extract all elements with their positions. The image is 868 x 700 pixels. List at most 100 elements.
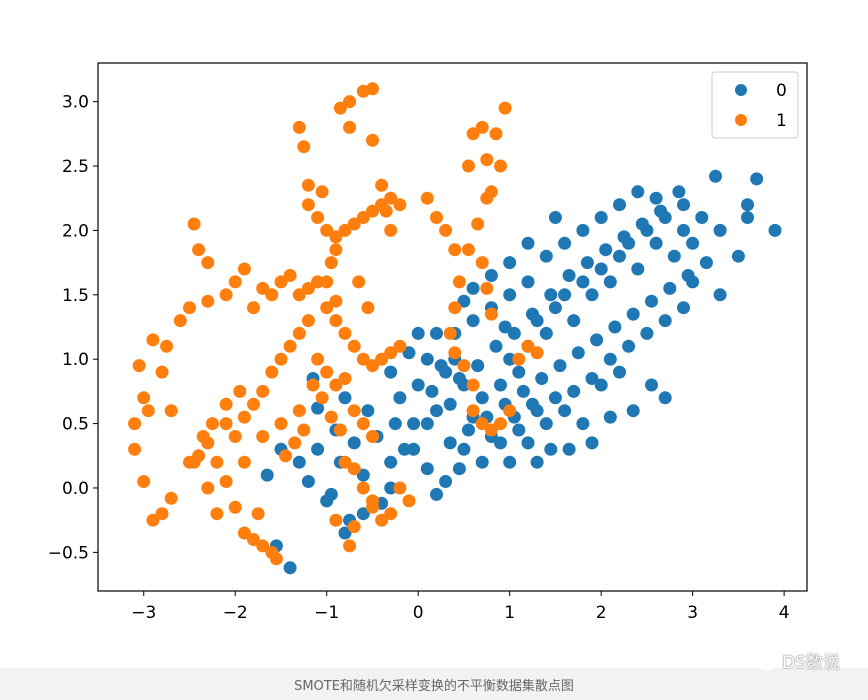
point-series-1-155 — [329, 243, 343, 257]
point-series-1-38 — [237, 526, 251, 540]
point-series-1-104 — [457, 359, 471, 373]
y-tick-label-7: 3.0 — [62, 93, 89, 113]
point-series-1-16 — [210, 455, 224, 469]
wechat-icon — [750, 650, 776, 670]
point-series-0-2 — [338, 526, 352, 540]
point-series-1-62 — [320, 301, 334, 315]
point-series-1-78 — [320, 223, 334, 237]
point-series-0-41 — [585, 288, 599, 302]
point-series-1-150 — [196, 430, 210, 443]
point-series-0-111 — [553, 359, 567, 373]
point-series-1-126 — [530, 346, 544, 360]
point-series-0-156 — [585, 436, 599, 450]
point-series-1-0 — [128, 417, 142, 431]
point-series-1-144 — [279, 449, 292, 463]
point-series-0-10 — [311, 401, 325, 415]
scatter-figure: −3 −2 −1 0 1 2 3 4 −0.5 0.0 0.5 1.0 1.5 2.0 2.5 3.0 0 … — [47, 62, 808, 623]
point-series-0-6 — [356, 468, 370, 482]
y-tick-label-5: 2.0 — [62, 221, 89, 241]
point-series-1-96 — [420, 191, 434, 205]
point-series-0-97 — [576, 417, 590, 431]
point-series-0-116 — [645, 294, 658, 308]
point-series-1-67 — [366, 359, 379, 373]
point-series-1-42 — [269, 552, 283, 566]
point-series-0-23 — [420, 352, 434, 366]
point-series-1-123 — [480, 281, 494, 295]
point-series-1-17 — [201, 481, 215, 495]
point-series-1-30 — [301, 314, 315, 328]
point-series-1-1 — [132, 359, 146, 373]
point-series-0-135 — [457, 294, 471, 308]
point-series-0-109 — [516, 384, 530, 398]
point-series-1-9 — [137, 475, 151, 488]
point-series-0-133 — [484, 269, 498, 282]
point-series-0-24 — [393, 391, 407, 405]
point-series-1-57 — [274, 275, 288, 289]
point-series-1-39 — [247, 533, 260, 546]
axes-frame — [97, 62, 808, 592]
point-series-0-63 — [677, 198, 690, 212]
point-series-1-12 — [164, 491, 178, 505]
point-series-0-159 — [530, 455, 544, 469]
point-series-1-109 — [494, 417, 507, 431]
point-series-1-82 — [356, 211, 370, 224]
point-series-0-51 — [677, 223, 690, 237]
point-series-0-128 — [654, 204, 668, 218]
point-series-1-147 — [233, 384, 247, 398]
point-series-1-44 — [237, 455, 251, 469]
point-series-0-136 — [407, 442, 421, 456]
point-series-0-16 — [356, 507, 370, 521]
point-series-0-140 — [347, 436, 361, 450]
point-series-0-152 — [658, 391, 672, 405]
point-series-0-43 — [603, 275, 617, 289]
point-series-1-60 — [301, 281, 315, 295]
point-series-1-135 — [338, 455, 352, 469]
point-series-1-5 — [160, 339, 174, 353]
point-series-0-40 — [576, 275, 590, 289]
point-series-1-118 — [489, 127, 503, 141]
point-series-1-140 — [329, 513, 343, 527]
point-series-0-70 — [539, 249, 553, 263]
point-series-1-35 — [347, 404, 361, 418]
point-series-1-37 — [366, 430, 379, 443]
point-series-0-131 — [521, 236, 535, 250]
x-axis: −3 −2 −1 0 1 2 3 4 — [131, 591, 790, 623]
point-series-1-73 — [201, 256, 215, 270]
x-tick-label-7: 4 — [779, 603, 790, 623]
point-series-0-39 — [567, 314, 581, 328]
legend-label-0: 0 — [776, 81, 787, 101]
point-series-0-52 — [686, 236, 700, 250]
point-series-1-45 — [256, 430, 270, 443]
point-series-0-90 — [640, 326, 654, 340]
point-series-0-87 — [585, 372, 599, 385]
point-series-0-65 — [631, 185, 645, 199]
point-series-0-33 — [512, 365, 526, 379]
point-series-0-122 — [544, 288, 558, 302]
point-series-0-17 — [384, 455, 398, 469]
point-series-1-56 — [265, 288, 279, 302]
point-series-0-150 — [498, 320, 512, 334]
legend-marker-1 — [735, 114, 747, 126]
point-series-1-3 — [141, 404, 155, 418]
point-series-1-91 — [366, 133, 379, 147]
point-series-1-65 — [347, 339, 361, 353]
point-series-1-81 — [347, 217, 361, 231]
point-series-0-54 — [713, 223, 727, 237]
point-series-0-19 — [407, 417, 421, 431]
point-series-1-103 — [448, 346, 462, 360]
point-series-0-115 — [626, 307, 640, 321]
point-series-0-36 — [539, 326, 553, 340]
point-series-0-125 — [599, 243, 613, 257]
point-series-1-100 — [452, 275, 466, 289]
y-tick-label-1: 0.0 — [62, 479, 89, 499]
point-series-0-77 — [411, 326, 425, 340]
point-series-1-124 — [484, 307, 498, 321]
point-series-0-18 — [398, 442, 411, 456]
point-series-1-108 — [484, 423, 498, 437]
point-series-1-23 — [237, 410, 251, 424]
x-tick-label-4: 1 — [504, 603, 515, 623]
point-series-0-130 — [548, 211, 562, 224]
point-series-1-133 — [356, 481, 370, 495]
point-series-0-0 — [283, 561, 297, 575]
point-series-1-76 — [301, 178, 315, 192]
